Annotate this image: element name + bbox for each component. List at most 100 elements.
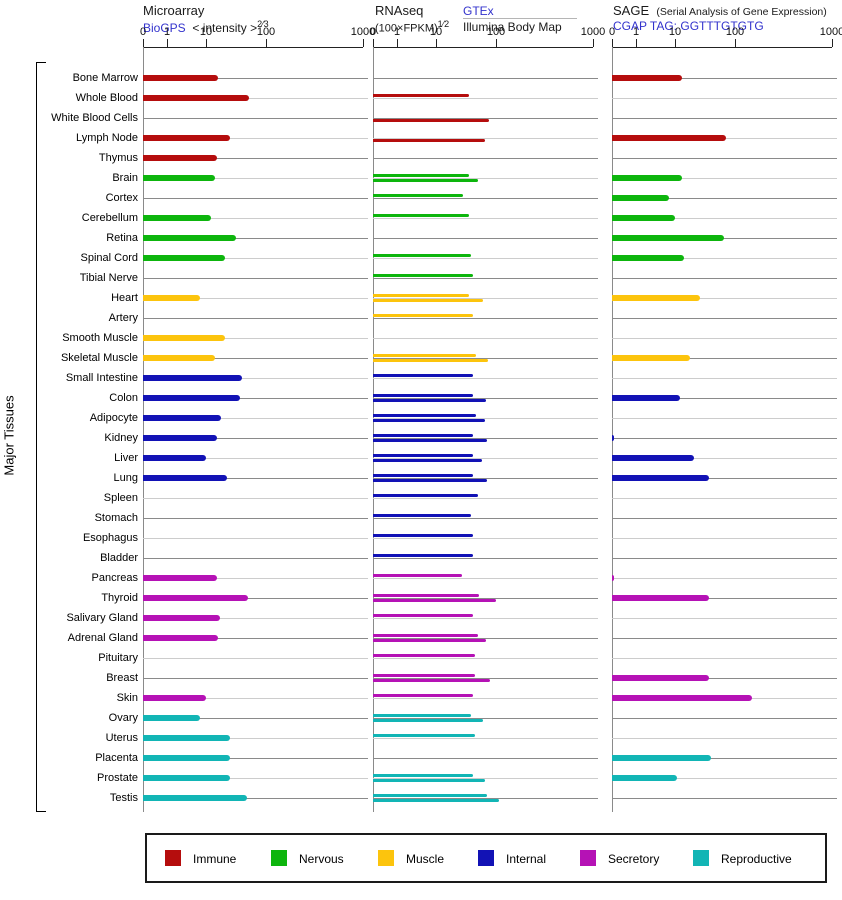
row-line bbox=[612, 318, 837, 319]
expression-bar-microarray bbox=[143, 235, 237, 241]
gtex-link[interactable]: GTEx bbox=[463, 4, 494, 18]
row-line bbox=[373, 778, 598, 779]
expression-bar-gtex bbox=[373, 474, 474, 477]
tissue-label: White Blood Cells bbox=[51, 112, 138, 124]
expression-bar-gtex bbox=[373, 694, 473, 697]
tissue-label: Adrenal Gland bbox=[67, 632, 138, 644]
tissue-label: Adipocyte bbox=[89, 412, 138, 424]
expression-bar-gtex bbox=[373, 94, 469, 97]
row-line bbox=[373, 298, 598, 299]
tissue-label: Tibial Nerve bbox=[79, 272, 138, 284]
row-line bbox=[373, 678, 598, 679]
expression-bar-sage bbox=[612, 255, 684, 261]
expression-bar-illumina bbox=[373, 299, 483, 302]
row-line bbox=[143, 538, 368, 539]
expression-bar-illumina bbox=[373, 479, 488, 482]
row-line bbox=[612, 598, 837, 599]
row-line bbox=[143, 258, 368, 259]
tissue-label: Lung bbox=[113, 472, 138, 484]
row-line bbox=[143, 198, 368, 199]
expression-bar-sage bbox=[612, 175, 682, 181]
row-line bbox=[143, 778, 368, 779]
expression-bar-microarray bbox=[143, 635, 219, 641]
expression-bar-microarray bbox=[143, 695, 206, 701]
legend-label: Internal bbox=[506, 852, 547, 866]
sage-title-text: SAGE bbox=[613, 3, 650, 18]
x-axis-tick-label: 1 bbox=[632, 26, 640, 38]
row-line bbox=[373, 538, 598, 539]
x-axis-tick-label: 1 bbox=[393, 26, 401, 38]
row-line bbox=[143, 598, 368, 599]
x-axis-tick bbox=[397, 39, 398, 47]
x-axis-tick-label: 0 bbox=[139, 26, 147, 38]
row-line bbox=[373, 178, 598, 179]
row-line bbox=[612, 358, 837, 359]
legend-swatch bbox=[693, 850, 709, 866]
row-line bbox=[373, 498, 598, 499]
expression-bar-illumina bbox=[373, 419, 486, 422]
x-axis-tick bbox=[735, 39, 736, 47]
row-line bbox=[612, 218, 837, 219]
expression-bar-microarray bbox=[143, 215, 211, 221]
x-axis-tick bbox=[593, 39, 594, 47]
expression-bar-sage bbox=[612, 435, 615, 441]
x-axis-tick bbox=[266, 39, 267, 47]
expression-bar-illumina bbox=[373, 459, 482, 462]
x-axis-tick bbox=[675, 39, 676, 47]
x-axis-tick bbox=[496, 39, 497, 47]
expression-bar-sage bbox=[612, 355, 691, 361]
row-line bbox=[612, 738, 837, 739]
legend: Immune Nervous Muscle Internal Secretory Repr… bbox=[145, 833, 827, 883]
row-line bbox=[373, 658, 598, 659]
sage-note: (Serial Analysis of Gene Expression) bbox=[656, 6, 827, 18]
legend-label: Reproductive bbox=[721, 852, 792, 866]
tissue-label: Artery bbox=[108, 312, 138, 324]
expression-bar-microarray bbox=[143, 575, 217, 581]
tissue-label: Lymph Node bbox=[76, 132, 138, 144]
tissue-label: Ovary bbox=[108, 712, 138, 724]
tissue-label: Pituitary bbox=[98, 652, 138, 664]
tissue-label: Bone Marrow bbox=[72, 72, 138, 84]
rnaseq-title-text: RNAseq bbox=[375, 3, 424, 18]
biogps-link[interactable]: BioGPS bbox=[143, 21, 186, 35]
row-line bbox=[612, 538, 837, 539]
legend-swatch bbox=[478, 850, 494, 866]
row-line bbox=[143, 678, 368, 679]
row-line bbox=[612, 518, 837, 519]
row-line bbox=[373, 598, 598, 599]
row-line bbox=[143, 138, 368, 139]
legend-label: Nervous bbox=[299, 852, 344, 866]
row-line bbox=[143, 178, 368, 179]
row-line bbox=[143, 698, 368, 699]
x-axis-tick-label: 1000 bbox=[819, 26, 842, 38]
row-line bbox=[612, 578, 837, 579]
x-axis-tick-label: 1 bbox=[163, 26, 171, 38]
expression-bar-microarray bbox=[143, 795, 247, 801]
row-line bbox=[373, 198, 598, 199]
x-axis-ruler bbox=[612, 47, 832, 48]
expression-bar-illumina bbox=[373, 639, 486, 642]
expression-bar-sage bbox=[612, 235, 724, 241]
row-line bbox=[143, 458, 368, 459]
expression-bar-illumina bbox=[373, 779, 486, 782]
legend-label: Muscle bbox=[406, 852, 445, 866]
legend-swatch bbox=[165, 850, 181, 866]
sage-title: SAGE (Serial Analysis of Gene Expression… bbox=[613, 3, 827, 18]
row-line bbox=[373, 698, 598, 699]
row-line bbox=[373, 578, 598, 579]
row-line bbox=[373, 238, 598, 239]
tissue-label: Smooth Muscle bbox=[62, 332, 138, 344]
row-line bbox=[143, 398, 368, 399]
row-line bbox=[143, 118, 368, 119]
row-line bbox=[143, 298, 368, 299]
row-line bbox=[373, 638, 598, 639]
row-line bbox=[373, 518, 598, 519]
cgap-tag-link[interactable]: CGAP TAG: GGTTTGTGTG bbox=[613, 19, 764, 33]
row-line bbox=[612, 638, 837, 639]
expression-bar-illumina bbox=[373, 179, 478, 182]
row-line bbox=[143, 358, 368, 359]
legend-swatch bbox=[271, 850, 287, 866]
expression-bar-microarray bbox=[143, 295, 200, 301]
row-line bbox=[373, 458, 598, 459]
row-line bbox=[143, 518, 368, 519]
